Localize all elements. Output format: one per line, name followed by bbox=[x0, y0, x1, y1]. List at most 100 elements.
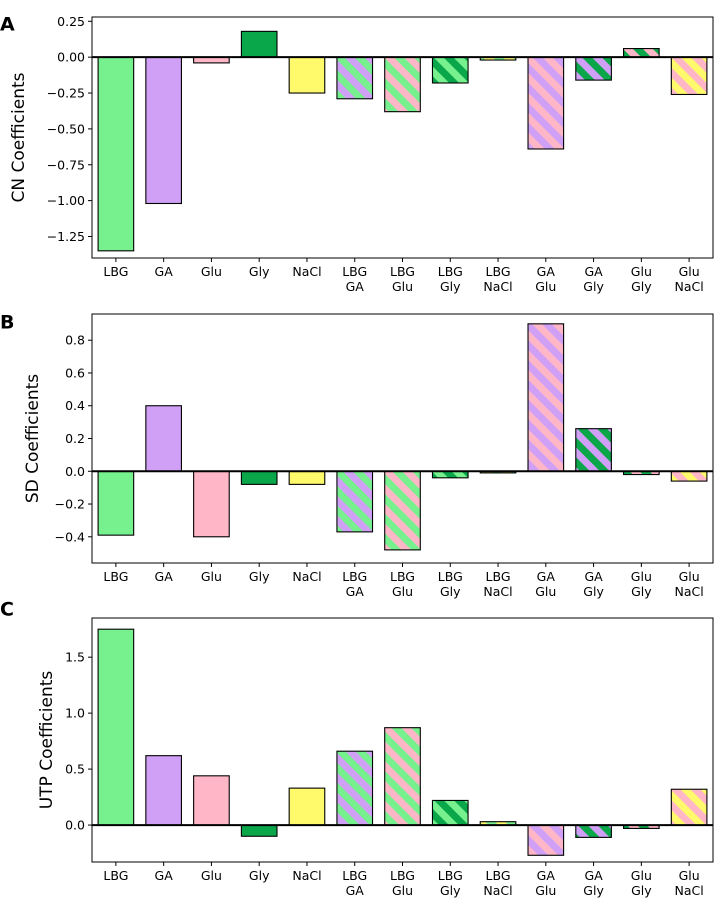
y-tick-label: 0.0 bbox=[65, 818, 85, 833]
bar-ga bbox=[145, 405, 182, 472]
y-tick-label: −1.00 bbox=[47, 193, 85, 208]
x-tick-label: NaCl bbox=[675, 883, 704, 898]
x-tick-label: Gly bbox=[249, 264, 270, 279]
x-tick-label: LBG bbox=[390, 868, 415, 883]
y-tick-label: −0.4 bbox=[55, 529, 85, 544]
x-tick-label: GA bbox=[346, 279, 365, 294]
bar-glu-nacl bbox=[670, 56, 708, 96]
x-tick-label: Glu bbox=[631, 868, 652, 883]
x-tick-label: Glu bbox=[679, 569, 700, 584]
y-tick-label: −1.25 bbox=[47, 229, 85, 244]
x-tick-label: Glu bbox=[392, 883, 413, 898]
x-tick-label: Glu bbox=[679, 264, 700, 279]
panel-b-sd-coefficients: B SD Coefficients 0.8 0.6 0.4 0.2 0.0 −0.2 −0.4 L… bbox=[0, 312, 714, 599]
x-tick-label: Glu bbox=[535, 279, 556, 294]
x-tick-label: LBG bbox=[486, 264, 511, 279]
x-tick-label: LBG bbox=[342, 868, 367, 883]
x-tick-label: Gly bbox=[631, 883, 652, 898]
bar-glu-gly bbox=[623, 48, 660, 58]
x-tick-label: GA bbox=[155, 264, 174, 279]
bar-lbg bbox=[97, 470, 135, 536]
panel-letter: C bbox=[0, 599, 14, 621]
x-tick-label: LBG bbox=[103, 868, 128, 883]
panel-letter: B bbox=[0, 312, 14, 334]
bar-nacl bbox=[288, 787, 326, 826]
bar-lbg bbox=[97, 56, 135, 252]
y-tick-label: 0.25 bbox=[57, 14, 85, 29]
y-tick-label: −0.25 bbox=[47, 86, 85, 101]
x-tick-label: NaCl bbox=[483, 279, 512, 294]
x-tick-label: LBG bbox=[103, 264, 128, 279]
y-tick-label: 0.0 bbox=[65, 464, 85, 479]
x-tick-label: Gly bbox=[440, 279, 461, 294]
x-tick-label: NaCl bbox=[483, 883, 512, 898]
bar-glu-nacl bbox=[670, 788, 708, 826]
x-tick-label: Gly bbox=[583, 279, 604, 294]
x-tick-label: LBG bbox=[342, 264, 367, 279]
x-tick-label: LBG bbox=[438, 569, 463, 584]
x-tick-label: GA bbox=[584, 569, 603, 584]
x-tick-label: GA bbox=[155, 569, 174, 584]
x-tick-label: Glu bbox=[535, 883, 556, 898]
x-tick-label: GA bbox=[346, 883, 365, 898]
x-tick-label: NaCl bbox=[675, 279, 704, 294]
bar-ga-glu bbox=[527, 323, 565, 472]
bar-lbg-glu bbox=[384, 727, 421, 826]
panel-letter: A bbox=[0, 14, 15, 36]
x-tick-label: NaCl bbox=[483, 584, 512, 599]
x-tick-label: LBG bbox=[390, 569, 415, 584]
x-tick-label: Glu bbox=[631, 569, 652, 584]
y-tick-label: 0.8 bbox=[65, 333, 85, 348]
x-tick-label: LBG bbox=[438, 264, 463, 279]
bar-ga bbox=[145, 755, 182, 826]
y-tick-label: −0.50 bbox=[47, 121, 85, 136]
bar-lbg-gly bbox=[431, 56, 469, 84]
bar-nacl bbox=[288, 470, 326, 485]
y-axis-label: CN Coefficients bbox=[9, 72, 29, 202]
bar-gly bbox=[240, 824, 278, 837]
y-tick-label: 0.4 bbox=[65, 398, 85, 413]
bar-ga-gly bbox=[575, 428, 612, 472]
x-tick-label: Glu bbox=[535, 584, 556, 599]
y-tick-label: 0.6 bbox=[65, 365, 85, 380]
x-tick-label: GA bbox=[584, 264, 603, 279]
bar-ga-gly bbox=[575, 824, 612, 838]
bar-gly bbox=[240, 470, 278, 485]
bar-lbg-glu bbox=[384, 56, 421, 113]
y-axis-label: SD Coefficients bbox=[23, 374, 43, 503]
bar-lbg-ga bbox=[336, 56, 374, 100]
plot-frame bbox=[91, 16, 714, 259]
x-tick-label: NaCl bbox=[292, 569, 321, 584]
x-tick-label: Glu bbox=[201, 868, 222, 883]
x-tick-label: Gly bbox=[440, 883, 461, 898]
y-axis-label: UTP Coefficients bbox=[37, 671, 57, 810]
bar-glu bbox=[193, 775, 230, 826]
x-tick-label: Glu bbox=[679, 868, 700, 883]
x-tick-label: GA bbox=[346, 584, 365, 599]
panel-a-cn-coefficients: A CN Coefficients 0.25 0.00 −0.25 −0.50 −0.75 −… bbox=[0, 14, 714, 294]
bar-glu-nacl bbox=[670, 470, 708, 482]
x-tick-label: NaCl bbox=[292, 264, 321, 279]
bar-ga bbox=[145, 56, 182, 205]
x-tick-label: Gly bbox=[440, 584, 461, 599]
x-tick-label: Gly bbox=[583, 883, 604, 898]
x-tick-label: Glu bbox=[631, 264, 652, 279]
x-tick-label: LBG bbox=[486, 569, 511, 584]
bar-glu bbox=[193, 470, 230, 538]
y-tick-label: −0.2 bbox=[55, 497, 85, 512]
x-tick-label: Gly bbox=[249, 569, 270, 584]
x-tick-label: LBG bbox=[342, 569, 367, 584]
x-tick-label: GA bbox=[537, 569, 556, 584]
bar-nacl bbox=[288, 56, 326, 94]
bar-lbg-glu bbox=[384, 470, 421, 551]
y-tick-label: 0.00 bbox=[57, 50, 85, 65]
x-tick-label: GA bbox=[584, 868, 603, 883]
x-tick-label: Gly bbox=[583, 584, 604, 599]
bar-ga-glu bbox=[527, 56, 565, 150]
bar-lbg-gly bbox=[431, 799, 469, 826]
bar-lbg bbox=[97, 628, 135, 826]
x-tick-label: GA bbox=[537, 868, 556, 883]
x-tick-label: Glu bbox=[201, 264, 222, 279]
bar-lbg-ga bbox=[336, 470, 374, 533]
